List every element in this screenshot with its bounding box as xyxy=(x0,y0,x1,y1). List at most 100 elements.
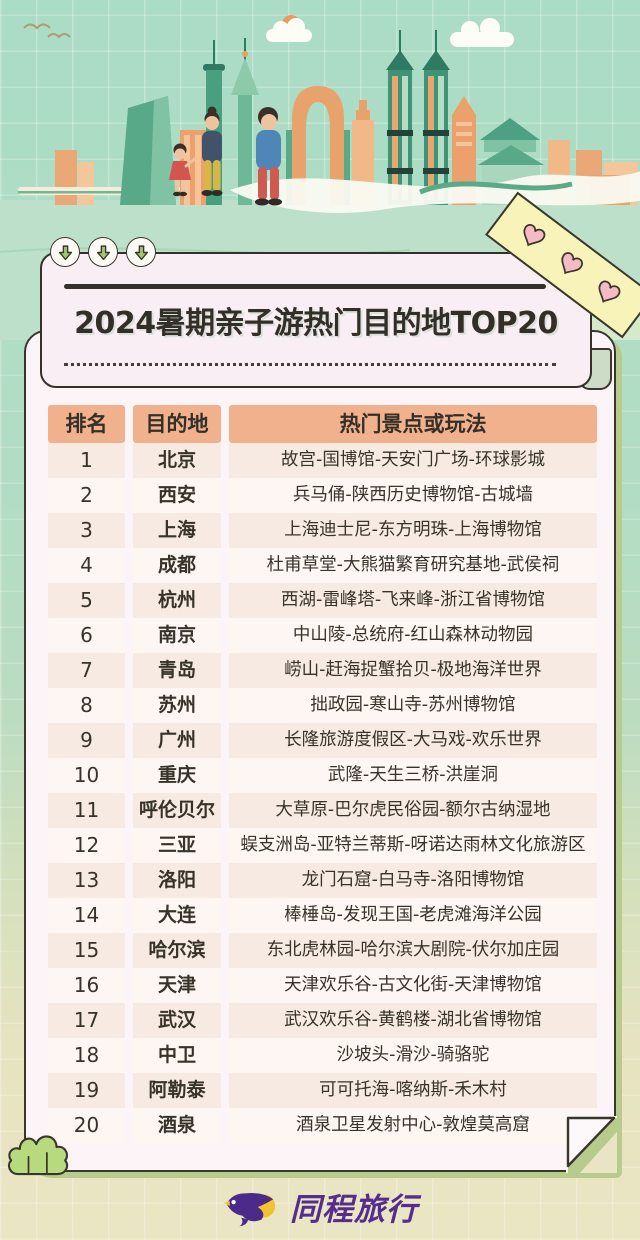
footer: 同程旅行 xyxy=(0,1182,640,1230)
rank-cell: 13 xyxy=(48,863,125,898)
attractions-cell: 天津欢乐谷-古文化街-天津博物馆 xyxy=(229,968,597,1003)
table-row: 20 酒泉 酒泉卫星发射中心-敦煌莫高窟 xyxy=(48,1108,597,1143)
destination-cell: 北京 xyxy=(133,443,221,478)
attractions-cell: 兵马俑-陕西历史博物馆-古城墙 xyxy=(229,478,597,513)
page-fold xyxy=(566,1116,617,1173)
attractions-cell: 武隆-天生三桥-洪崖洞 xyxy=(229,758,597,793)
attractions-cell: 拙政园-寒山寺-苏州博物馆 xyxy=(229,688,597,723)
destination-cell: 阿勒泰 xyxy=(133,1073,221,1108)
arrow-badge xyxy=(126,237,156,267)
attractions-cell: 武汉欢乐谷-黄鹤楼-湖北省博物馆 xyxy=(229,1003,597,1038)
destination-cell: 洛阳 xyxy=(133,863,221,898)
rank-cell: 14 xyxy=(48,898,125,933)
destination-cell: 杭州 xyxy=(133,583,221,618)
attractions-cell: 沙坡头-滑沙-骑骆驼 xyxy=(229,1038,597,1073)
attractions-cell: 崂山-赶海捉蟹拾贝-极地海洋世界 xyxy=(229,653,597,688)
bird-icon xyxy=(23,23,71,39)
table-row: 9 广州 长隆旅游度假区-大马戏-欢乐世界 xyxy=(48,723,597,758)
rank-cell: 9 xyxy=(48,723,125,758)
plant-decoration xyxy=(8,1135,69,1176)
main-card: 排名 目的地 热门景点或玩法 1 北京 故宫-国博馆-天安门广场-环球影城 2 … xyxy=(24,330,616,1172)
table-row: 6 南京 中山陵-总统府-红山森林动物园 xyxy=(48,618,597,653)
cloud-icon xyxy=(266,18,514,47)
rank-cell: 2 xyxy=(48,478,125,513)
arrow-badge xyxy=(88,237,118,267)
rank-cell: 6 xyxy=(48,618,125,653)
family-illustration xyxy=(169,106,282,206)
table-row: 17 武汉 武汉欢乐谷-黄鹤楼-湖北省博物馆 xyxy=(48,1003,597,1038)
destination-cell: 大连 xyxy=(133,898,221,933)
attractions-cell: 上海迪士尼-东方明珠-上海博物馆 xyxy=(229,513,597,548)
arrow-badge xyxy=(50,237,80,267)
rank-cell: 12 xyxy=(48,828,125,863)
header-cell-attractions: 热门景点或玩法 xyxy=(229,405,597,443)
destination-cell: 中卫 xyxy=(133,1038,221,1073)
rank-cell: 11 xyxy=(48,793,125,828)
rank-cell: 7 xyxy=(48,653,125,688)
page-title: 2024暑期亲子游热门目的地TOP20 xyxy=(74,306,558,341)
brand-name: 同程旅行 xyxy=(290,1191,418,1228)
header-cell-destination: 目的地 xyxy=(133,405,221,443)
destination-cell: 广州 xyxy=(133,723,221,758)
table-row: 11 呼伦贝尔 大草原-巴尔虎民俗园-额尔古纳湿地 xyxy=(48,793,597,828)
attractions-cell: 杜甫草堂-大熊猫繁育研究基地-武侯祠 xyxy=(229,548,597,583)
destination-cell: 哈尔滨 xyxy=(133,933,221,968)
table-row: 4 成都 杜甫草堂-大熊猫繁育研究基地-武侯祠 xyxy=(48,548,597,583)
table-row: 3 上海 上海迪士尼-东方明珠-上海博物馆 xyxy=(48,513,597,548)
destination-cell: 呼伦贝尔 xyxy=(133,793,221,828)
destination-cell: 青岛 xyxy=(133,653,221,688)
arrow-badges xyxy=(50,237,156,267)
table-row: 16 天津 天津欢乐谷-古文化街-天津博物馆 xyxy=(48,968,597,1003)
skyline-illustration xyxy=(18,30,640,213)
destination-cell: 南京 xyxy=(133,618,221,653)
destination-cell: 天津 xyxy=(133,968,221,1003)
attractions-cell: 棒棰岛-发现王国-老虎滩海洋公园 xyxy=(229,898,597,933)
table-row: 1 北京 故宫-国博馆-天安门广场-环球影城 xyxy=(48,443,597,478)
table-row: 13 洛阳 龙门石窟-白马寺-洛阳博物馆 xyxy=(48,863,597,898)
attractions-cell: 蜈支洲岛-亚特兰蒂斯-呀诺达雨林文化旅游区 xyxy=(229,828,597,863)
destination-cell: 三亚 xyxy=(133,828,221,863)
attractions-cell: 东北虎林园-哈尔滨大剧院-伏尔加庄园 xyxy=(229,933,597,968)
rank-cell: 8 xyxy=(48,688,125,723)
table-row: 10 重庆 武隆-天生三桥-洪崖洞 xyxy=(48,758,597,793)
rank-cell: 10 xyxy=(48,758,125,793)
washi-tape xyxy=(485,191,640,339)
destination-cell: 苏州 xyxy=(133,688,221,723)
table-row: 5 杭州 西湖-雷峰塔-飞来峰-浙江省博物馆 xyxy=(48,583,597,618)
heart-icon xyxy=(523,224,546,247)
title-card: 2024暑期亲子游热门目的地TOP20 xyxy=(40,252,592,388)
heart-icon xyxy=(598,280,621,303)
down-arrow-icon xyxy=(134,244,148,260)
attractions-cell: 酒泉卫星发射中心-敦煌莫高窟 xyxy=(229,1108,597,1143)
attractions-cell: 大草原-巴尔虎民俗园-额尔古纳湿地 xyxy=(229,793,597,828)
heart-icon xyxy=(561,252,583,275)
attractions-cell: 长隆旅游度假区-大马戏-欢乐世界 xyxy=(229,723,597,758)
table-row: 8 苏州 拙政园-寒山寺-苏州博物馆 xyxy=(48,688,597,723)
table-row: 14 大连 棒棰岛-发现王国-老虎滩海洋公园 xyxy=(48,898,597,933)
destination-cell: 武汉 xyxy=(133,1003,221,1038)
table-row: 2 西安 兵马俑-陕西历史博物馆-古城墙 xyxy=(48,478,597,513)
table-row: 18 中卫 沙坡头-滑沙-骑骆驼 xyxy=(48,1038,597,1073)
ranking-table: 排名 目的地 热门景点或玩法 1 北京 故宫-国博馆-天安门广场-环球影城 2 … xyxy=(48,405,597,1143)
rank-cell: 20 xyxy=(48,1108,125,1143)
rank-cell: 1 xyxy=(48,443,125,478)
brand-logo-icon xyxy=(223,1193,276,1227)
table-body: 1 北京 故宫-国博馆-天安门广场-环球影城 2 西安 兵马俑-陕西历史博物馆-… xyxy=(48,443,597,1143)
attractions-cell: 可可托海-喀纳斯-禾木村 xyxy=(229,1073,597,1108)
rank-cell: 16 xyxy=(48,968,125,1003)
attractions-cell: 故宫-国博馆-天安门广场-环球影城 xyxy=(229,443,597,478)
table-row: 7 青岛 崂山-赶海捉蟹拾贝-极地海洋世界 xyxy=(48,653,597,688)
title-bar xyxy=(64,284,546,289)
rank-cell: 4 xyxy=(48,548,125,583)
attractions-cell: 西湖-雷峰塔-飞来峰-浙江省博物馆 xyxy=(229,583,597,618)
down-arrow-icon xyxy=(58,244,72,260)
destination-cell: 西安 xyxy=(133,478,221,513)
dotted-divider xyxy=(64,363,556,366)
table-row: 12 三亚 蜈支洲岛-亚特兰蒂斯-呀诺达雨林文化旅游区 xyxy=(48,828,597,863)
table-header: 排名 目的地 热门景点或玩法 xyxy=(48,405,597,443)
rank-cell: 5 xyxy=(48,583,125,618)
destination-cell: 酒泉 xyxy=(133,1108,221,1143)
table-row: 15 哈尔滨 东北虎林园-哈尔滨大剧院-伏尔加庄园 xyxy=(48,933,597,968)
rank-cell: 19 xyxy=(48,1073,125,1108)
attractions-cell: 龙门石窟-白马寺-洛阳博物馆 xyxy=(229,863,597,898)
